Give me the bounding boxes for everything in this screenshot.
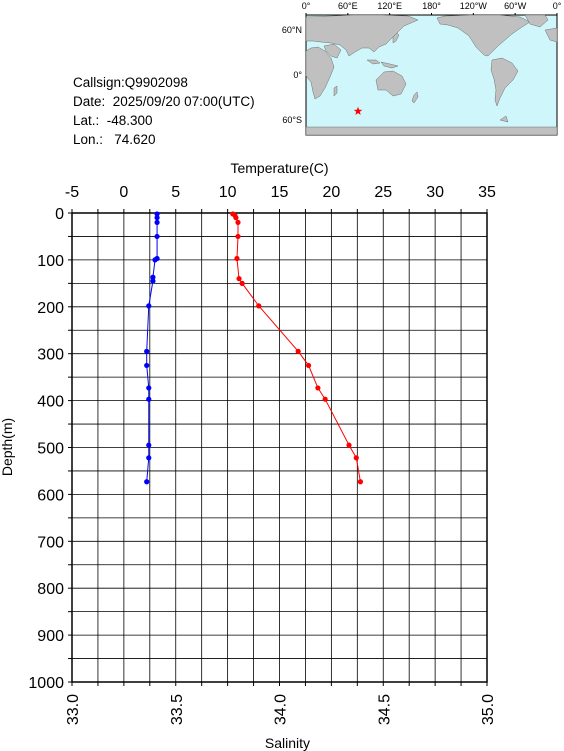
land-shape: [436, 14, 531, 57]
land-shape: [392, 32, 400, 44]
bottom-tick-label: 35.0: [480, 694, 497, 725]
temperature-point: [305, 362, 312, 369]
map-latitude-label: 60°N: [282, 25, 302, 35]
land-shape: [305, 46, 335, 100]
land-shape: [490, 57, 519, 107]
top-tick-label: 35: [478, 184, 496, 201]
callsign-text: Callsign:Q9902098: [73, 75, 188, 90]
temperature-point: [235, 233, 241, 240]
top-tick-label: -5: [65, 184, 79, 201]
salinity-point: [146, 396, 152, 402]
land-shape: [305, 14, 419, 57]
temperature-point: [322, 396, 328, 402]
salinity-point: [144, 479, 150, 485]
salinity-point: [154, 219, 160, 225]
y-tick-label: 400: [37, 394, 64, 411]
temperature-point: [315, 385, 321, 391]
longitude-text: Lon.: 74.620: [73, 132, 156, 147]
map-latitude-label: 0°: [293, 70, 302, 80]
y-axis-title: Depth(m): [0, 418, 15, 476]
top-tick-label: 5: [171, 184, 180, 201]
land-shape: [411, 91, 419, 104]
salinity-point: [146, 442, 152, 448]
salinity-point: [154, 215, 160, 221]
salinity-point: [150, 274, 156, 280]
location-map: 0° 60°E 120°E 180° 120°W 60°W 0° 60°N 0° 60°S: [282, 1, 562, 136]
temperature-point: [233, 215, 239, 221]
bottom-tick-label: 34.0: [273, 694, 290, 725]
bottom-tick-label: 33.0: [65, 694, 82, 725]
salinity-point: [146, 455, 152, 461]
top-tick-label: 30: [426, 184, 444, 201]
land-shape: [499, 115, 509, 123]
salinity-point: [146, 303, 152, 309]
top-tick-label: 10: [219, 184, 237, 201]
temperature-point: [357, 479, 364, 485]
y-tick-label: 200: [37, 300, 64, 317]
land-shape: [544, 27, 558, 43]
y-tick-label: 500: [37, 441, 64, 458]
top-tick-label: 25: [374, 184, 392, 201]
y-tick-label: 800: [37, 581, 64, 598]
land-shape: [375, 70, 407, 97]
temperature-point: [295, 348, 301, 354]
temperature-point: [234, 255, 240, 262]
bottom-tick-label: 34.5: [376, 694, 393, 725]
salinity-point: [154, 211, 160, 217]
top-axis-title: Temperature(C): [230, 160, 328, 176]
temperature-point: [239, 280, 245, 286]
map-longitude-label: 120°E: [377, 1, 402, 11]
temperature-point: [236, 276, 242, 282]
bottom-axis-title: Salinity: [265, 735, 310, 751]
y-tick-label: 300: [37, 347, 64, 364]
land-shape: [366, 59, 381, 65]
temperature-point: [346, 442, 352, 448]
y-tick-label: 700: [37, 534, 64, 551]
plot-frame: [71, 212, 488, 683]
salinity-point: [152, 257, 158, 263]
top-tick-label: 15: [271, 184, 289, 201]
y-tick-label: 100: [37, 253, 64, 270]
location-marker: [353, 106, 363, 115]
map-longitude-label: 0°: [553, 1, 562, 11]
y-tick-label: 900: [37, 628, 64, 645]
land-shape: [524, 14, 549, 28]
salinity-point: [150, 278, 156, 284]
y-tick-label: 600: [37, 487, 64, 504]
map-longitude-label: 180°: [422, 1, 441, 11]
salinity-point: [154, 233, 160, 240]
y-tick-label: 0: [55, 206, 64, 223]
map-longitude-label: 60°E: [338, 1, 358, 11]
salinity-point: [146, 385, 152, 391]
top-tick-label: 0: [119, 184, 128, 201]
map-longitude-label: 0°: [302, 1, 311, 11]
map-longitude-label: 120°W: [460, 1, 488, 11]
map-longitude-label: 60°W: [504, 1, 527, 11]
salinity-point: [144, 348, 150, 354]
land-shape: [380, 61, 399, 69]
salinity-line: [146, 213, 158, 482]
temperature-point: [353, 455, 359, 461]
salinity-point: [144, 362, 150, 369]
y-tick-label: 1000: [28, 675, 64, 692]
date-text: Date: 2025/09/20 07:00(UTC): [73, 94, 255, 109]
temperature-line: [232, 213, 361, 482]
top-tick-label: 20: [322, 184, 340, 201]
map-latitude-label: 60°S: [282, 115, 302, 125]
land-shape: [333, 85, 338, 97]
bottom-tick-label: 33.5: [169, 694, 186, 725]
map-land: [305, 14, 558, 136]
float-info: Callsign:Q9902098 Date: 2025/09/20 07:00…: [73, 73, 255, 149]
latitude-text: Lat.: -48.300: [73, 113, 153, 128]
land-shape: [323, 43, 342, 59]
land-shape: [305, 126, 558, 136]
temperature-point: [235, 219, 241, 225]
temperature-point: [256, 303, 262, 309]
